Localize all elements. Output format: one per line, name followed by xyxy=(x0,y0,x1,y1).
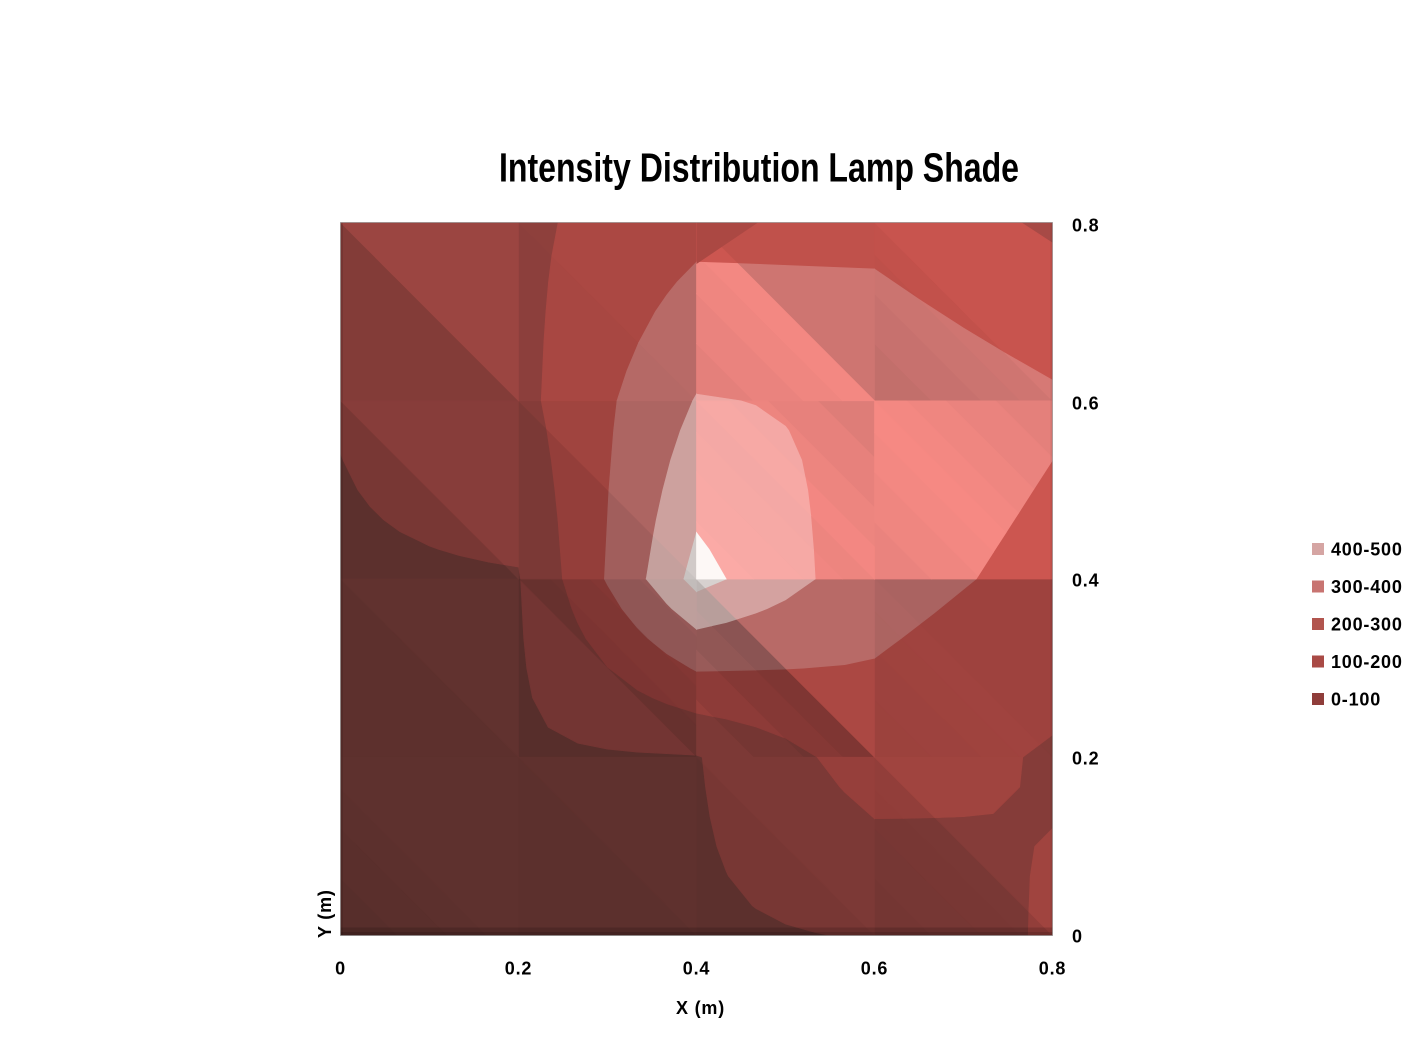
svg-text:0.4: 0.4 xyxy=(683,959,710,979)
svg-text:Intensity Distribution Lamp Sh: Intensity Distribution Lamp Shade xyxy=(499,145,1019,191)
svg-text:0-100: 0-100 xyxy=(1331,689,1381,709)
svg-text:200-300: 200-300 xyxy=(1331,614,1403,634)
svg-text:100-200: 100-200 xyxy=(1331,652,1403,672)
svg-text:0.8: 0.8 xyxy=(1039,959,1066,979)
svg-text:400-500: 400-500 xyxy=(1331,539,1403,559)
svg-text:0.6: 0.6 xyxy=(861,959,888,979)
svg-text:X (m): X (m) xyxy=(676,998,725,1018)
svg-text:0.6: 0.6 xyxy=(1072,394,1099,414)
svg-text:Y (m): Y (m) xyxy=(315,889,335,938)
svg-text:0: 0 xyxy=(335,959,346,979)
svg-text:0.2: 0.2 xyxy=(505,959,532,979)
svg-text:0.8: 0.8 xyxy=(1072,216,1099,236)
svg-text:0.4: 0.4 xyxy=(1072,571,1099,591)
svg-text:300-400: 300-400 xyxy=(1331,577,1403,597)
svg-text:0.2: 0.2 xyxy=(1072,749,1099,769)
svg-text:0: 0 xyxy=(1072,927,1083,947)
